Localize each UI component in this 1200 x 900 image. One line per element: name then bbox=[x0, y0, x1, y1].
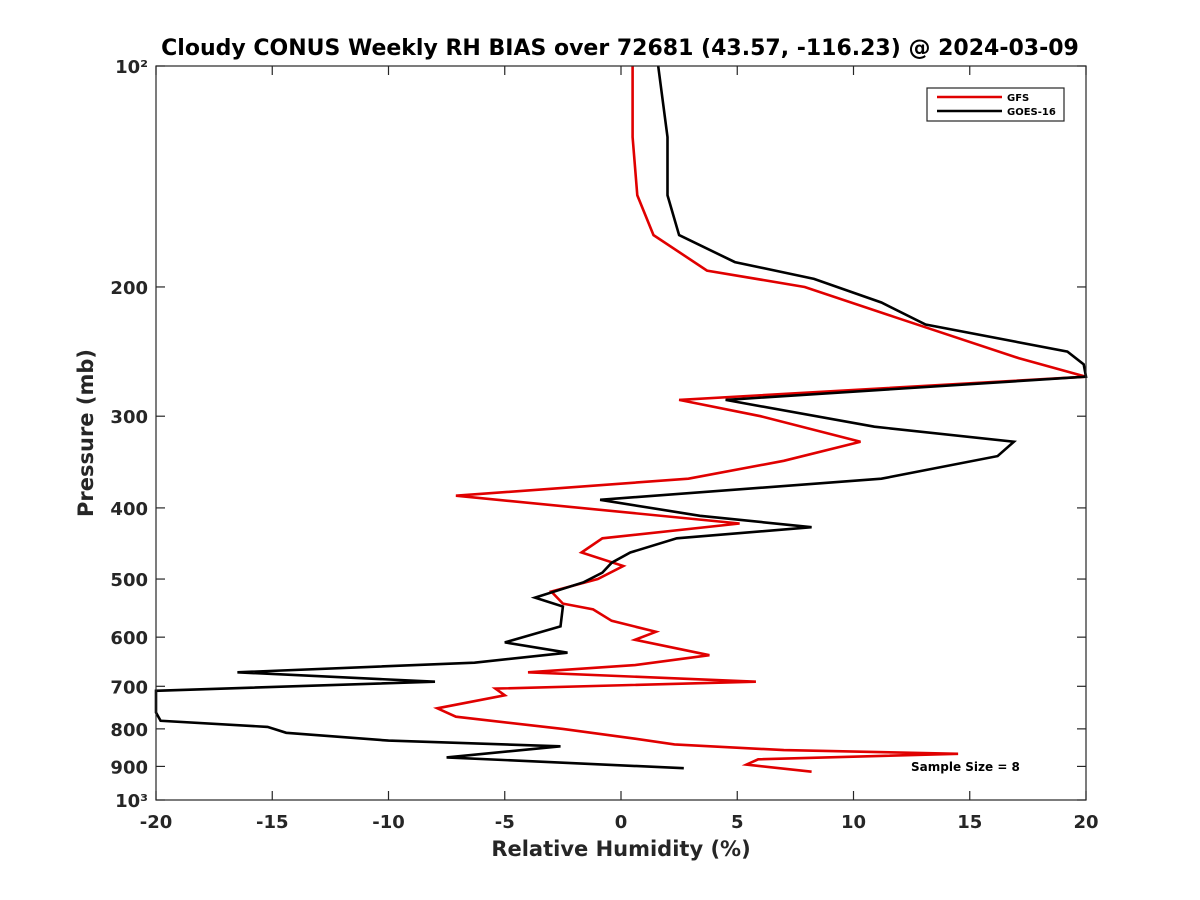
x-tick-label: -10 bbox=[372, 812, 405, 833]
sample-size-annotation: Sample Size = 8 bbox=[911, 760, 1020, 774]
y-axis-label: Pressure (mb) bbox=[74, 349, 98, 517]
series-line-gfs bbox=[433, 66, 1087, 773]
y-tick-label: 900 bbox=[110, 757, 148, 778]
y-tick-label: 400 bbox=[110, 499, 148, 520]
y-tick-label: 200 bbox=[110, 278, 148, 299]
plot-lines bbox=[154, 65, 1088, 773]
x-axis: -20 -15 -10 -5 0 5 10 15 20 bbox=[140, 66, 1099, 833]
x-tick-label: 20 bbox=[1073, 812, 1098, 833]
x-tick-label: 5 bbox=[731, 812, 744, 833]
series-line-goes-16 bbox=[154, 65, 1088, 770]
legend-label-goes-16: GOES-16 bbox=[1007, 107, 1056, 118]
x-tick-label: -15 bbox=[256, 812, 289, 833]
x-tick-label: 0 bbox=[615, 812, 628, 833]
x-tick-label: -5 bbox=[495, 812, 515, 833]
y-tick-label: 800 bbox=[110, 720, 148, 741]
x-tick-label: -20 bbox=[140, 812, 173, 833]
x-axis-label: Relative Humidity (%) bbox=[491, 837, 750, 861]
x-tick-label: 10 bbox=[841, 812, 866, 833]
axes-frame bbox=[155, 65, 1087, 801]
y-tick-label: 10² bbox=[115, 57, 148, 78]
y-tick-label: 600 bbox=[110, 628, 148, 649]
y-tick-label: 700 bbox=[110, 677, 148, 698]
y-tick-label: 300 bbox=[110, 407, 148, 428]
legend-box bbox=[926, 87, 1065, 122]
y-axis: 10² 200 300 400 500 600 700 800 900 10³ bbox=[110, 57, 1086, 812]
y-tick-label: 500 bbox=[110, 570, 148, 591]
y-tick-label: 10³ bbox=[115, 791, 148, 812]
legend: GFS GOES-16 bbox=[926, 87, 1065, 122]
legend-label-gfs: GFS bbox=[1007, 93, 1029, 104]
chart-title: Cloudy CONUS Weekly RH BIAS over 72681 (… bbox=[161, 36, 1079, 61]
x-tick-label: 15 bbox=[957, 812, 982, 833]
